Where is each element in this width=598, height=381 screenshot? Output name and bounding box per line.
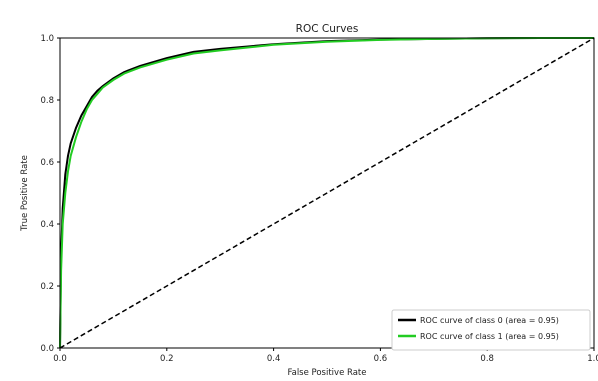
legend-box (391, 309, 591, 351)
x-tick-label: 0.0 (53, 354, 67, 364)
legend-label: ROC curve of class 0 (area = 0.95) (420, 316, 559, 325)
x-axis-label: False Positive Rate (288, 368, 367, 378)
y-axis-label: True Positive Rate (20, 155, 30, 232)
x-tick-label: 0.8 (480, 354, 494, 364)
x-tick-label: 0.4 (267, 354, 281, 364)
x-tick-label: 1.0 (587, 354, 598, 364)
y-tick-label: 0.2 (40, 282, 54, 292)
chance-diagonal-line (59, 37, 595, 349)
y-tick-label: 0.6 (40, 158, 54, 168)
y-tick-label: 0.4 (40, 220, 54, 230)
y-tick-label: 0.8 (40, 96, 54, 106)
legend-label: ROC curve of class 1 (area = 0.95) (420, 332, 559, 341)
y-tick-label: 1.0 (40, 34, 54, 44)
plot-frame (59, 37, 595, 349)
x-tick-label: 0.2 (160, 354, 174, 364)
chart-title: ROC Curves (296, 23, 359, 35)
y-tick-label: 0.0 (40, 344, 54, 354)
legend: ROC curve of class 0 (area = 0.95) ROC cu… (391, 309, 591, 351)
x-tick-label: 0.6 (374, 354, 388, 364)
plot-area (59, 37, 595, 349)
series-line-class-1 (59, 37, 594, 349)
